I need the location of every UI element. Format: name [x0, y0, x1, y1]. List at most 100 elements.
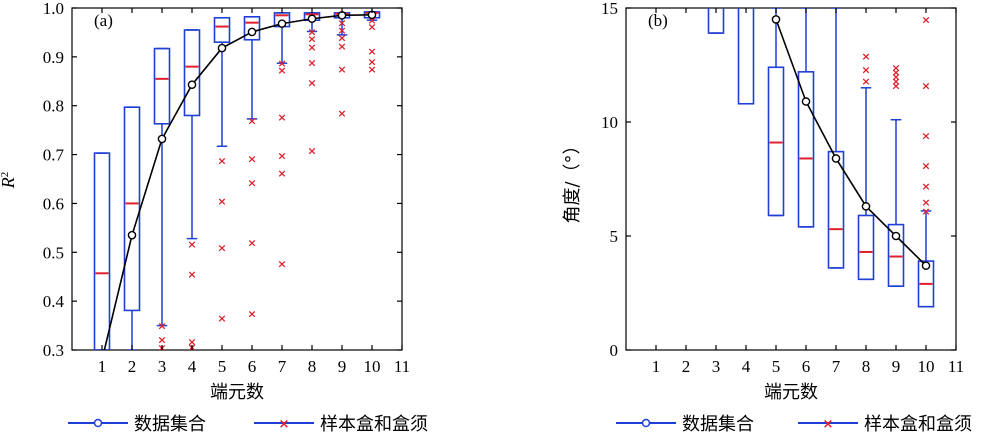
outlier-marker: × [891, 61, 900, 74]
box-body [243, 15, 261, 41]
x-tick-label: 2 [128, 357, 137, 376]
legend-b-cross-marker: × [823, 417, 834, 432]
series-point-b [771, 15, 781, 24]
box-a-6: × × × × × [243, 15, 261, 320]
outlier-marker: × [367, 63, 376, 76]
box-b-7 [827, 8, 845, 269]
series-point-a [127, 230, 137, 240]
box-body [213, 16, 231, 44]
x-tick-label: 6 [802, 357, 811, 376]
series-line-b [775, 19, 927, 267]
box-b-5 [767, 8, 785, 217]
box-body [737, 8, 755, 105]
outlier-marker: × [337, 17, 346, 30]
plot-area-a: ××××××××××××××××××××××××××××××××××××××× [93, 10, 381, 350]
x-axis-label-b: 端元数 [764, 382, 818, 403]
y-tick-label: 0.4 [43, 292, 65, 311]
x-axis-label-a: 端元数 [210, 382, 264, 403]
box-body [917, 260, 935, 308]
outlier-marker: × [891, 80, 900, 93]
x-tick-label: 4 [188, 357, 197, 376]
marks-b: ××××××××××××××× [707, 8, 935, 308]
outlier-marker: × [307, 32, 316, 45]
outlier-marker: × [277, 258, 286, 271]
legend-a-circle-marker [93, 418, 103, 428]
outlier-marker: × [921, 159, 930, 172]
outlier-marker: × [217, 241, 226, 254]
x-tick-label: 7 [832, 357, 841, 376]
box-body [183, 29, 201, 117]
outlier-marker: × [891, 70, 900, 83]
y-tick-label: 15 [601, 0, 618, 18]
y-tick-label: 0 [610, 341, 619, 360]
box-body [827, 150, 845, 269]
outlier-marker: × [307, 145, 316, 158]
series-point-a [277, 19, 287, 28]
outlier-marker: × [307, 41, 316, 54]
outlier-marker: × [921, 13, 930, 26]
chart-a: (a) ××××××××××××××××××××××××××××××××××××… [0, 0, 410, 403]
outlier-marker: × [277, 64, 286, 77]
series-point-a [247, 27, 257, 37]
y-axis-label-a-sup: 2 [0, 172, 11, 178]
outlier-marker: × [247, 176, 256, 189]
box-b-10: ××××××× [917, 13, 935, 308]
x-tick-label: 3 [158, 357, 167, 376]
series-point-b [831, 154, 841, 163]
outlier-marker: × [187, 268, 196, 281]
chart-b: (b) ××××××××××××××× 1 2 3 4 5 6 7 8 9 10 11051015 … [562, 0, 964, 403]
y-axis-label-a-main: R [0, 177, 18, 189]
outlier-marker: × [277, 150, 286, 163]
outlier-marker: × [247, 152, 256, 165]
x-tick-label: 11 [394, 357, 410, 376]
y-tick-label: 0.3 [43, 341, 64, 360]
outlier-marker: × [891, 66, 900, 79]
outlier-marker: × [157, 320, 166, 333]
x-tick-label: 1 [98, 357, 107, 376]
legend-b-circle-marker [641, 418, 651, 428]
series-line-a [103, 14, 373, 350]
marks-a: ××××××××××××××××××××××××××××××××××××××× [93, 10, 381, 350]
x-tick-label: 1 [652, 357, 661, 376]
y-axis-label-b: 角度/（°） [562, 136, 583, 223]
outlier-marker: × [921, 205, 930, 218]
box-b-4 [737, 8, 755, 105]
series-point-b [801, 97, 811, 106]
outlier-marker: × [921, 80, 930, 93]
x-tick-label: 8 [862, 357, 871, 376]
box-body [153, 47, 171, 125]
outlier-marker: × [367, 45, 376, 58]
x-tick-label: 10 [364, 357, 381, 376]
outlier-marker: × [337, 63, 346, 76]
y-tick-label: 1.0 [43, 0, 64, 18]
legend-b: 数据集合 × 样本盒和盒须 [616, 414, 972, 435]
y-tick-label: 0.8 [43, 97, 64, 116]
box-body [767, 66, 785, 217]
series-point-b [921, 261, 931, 270]
outlier-marker: × [217, 195, 226, 208]
series-point-a [187, 80, 197, 90]
plot-frame-b [625, 7, 957, 351]
outlier-marker: × [187, 238, 196, 251]
outlier-marker: × [861, 75, 870, 88]
outlier-marker: × [891, 75, 900, 88]
plot-area-b: ××××××××××××××× [707, 8, 935, 308]
outlier-marker: × [921, 196, 930, 209]
outlier-marker: × [337, 31, 346, 44]
x-tick-label: 3 [712, 357, 721, 376]
y-tick-label: 0.7 [43, 146, 65, 165]
outlier-marker: × [187, 336, 196, 349]
box-b-6 [797, 8, 815, 228]
box-b-8: ××× [857, 50, 875, 281]
box-a-10: ××××× [363, 11, 381, 76]
y-tick-label: 0.9 [43, 48, 64, 67]
legend-b-line-label: 数据集合 [682, 414, 754, 435]
x-tick-label: 4 [742, 357, 751, 376]
x-tick-label: 6 [248, 357, 257, 376]
ticks-a: 1 2 3 4 5 6 7 8 9 10 11 0.3 0.4 0.5 0.6 0.7 0.8 0.9 1.0 [43, 0, 410, 376]
outlier-marker: × [337, 24, 346, 37]
box-a-3: ××× [153, 47, 171, 350]
panel-label-a: (a) [94, 11, 113, 30]
box-body [123, 106, 141, 312]
legend-a-line-label: 数据集合 [134, 414, 206, 435]
